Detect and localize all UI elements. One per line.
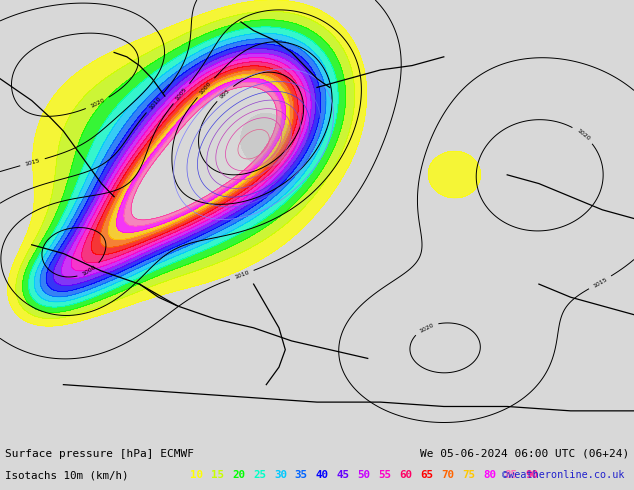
Text: 1020: 1020 (89, 98, 106, 109)
Text: 75: 75 (462, 470, 476, 481)
Text: 995: 995 (219, 88, 231, 99)
Text: 45: 45 (337, 470, 350, 481)
Text: ©weatheronline.co.uk: ©weatheronline.co.uk (502, 470, 624, 481)
Text: We 05-06-2024 06:00 UTC (06+24): We 05-06-2024 06:00 UTC (06+24) (420, 449, 629, 459)
Text: 10: 10 (190, 470, 204, 481)
Text: 1015: 1015 (24, 158, 41, 167)
Text: 1010: 1010 (233, 270, 250, 280)
Text: 1020: 1020 (576, 128, 591, 142)
Text: 70: 70 (441, 470, 455, 481)
Text: 30: 30 (274, 470, 287, 481)
Text: 25: 25 (253, 470, 266, 481)
Text: Surface pressure [hPa] ECMWF: Surface pressure [hPa] ECMWF (5, 449, 194, 459)
Text: 80: 80 (483, 470, 496, 481)
Text: Isotachs 10m (km/h): Isotachs 10m (km/h) (5, 470, 129, 481)
Text: 1000: 1000 (81, 265, 97, 277)
Text: 35: 35 (295, 470, 308, 481)
Text: 20: 20 (232, 470, 245, 481)
Text: 60: 60 (399, 470, 413, 481)
Text: 90: 90 (525, 470, 538, 481)
Text: 65: 65 (420, 470, 434, 481)
Text: 85: 85 (504, 470, 517, 481)
Text: 1015: 1015 (592, 276, 608, 289)
Text: 40: 40 (316, 470, 329, 481)
Text: 1000: 1000 (199, 80, 213, 95)
Text: 50: 50 (358, 470, 371, 481)
Text: 15: 15 (211, 470, 224, 481)
Text: 55: 55 (378, 470, 392, 481)
Text: 1020: 1020 (418, 322, 434, 333)
Text: 1010: 1010 (148, 96, 162, 110)
Text: 1005: 1005 (174, 86, 188, 101)
